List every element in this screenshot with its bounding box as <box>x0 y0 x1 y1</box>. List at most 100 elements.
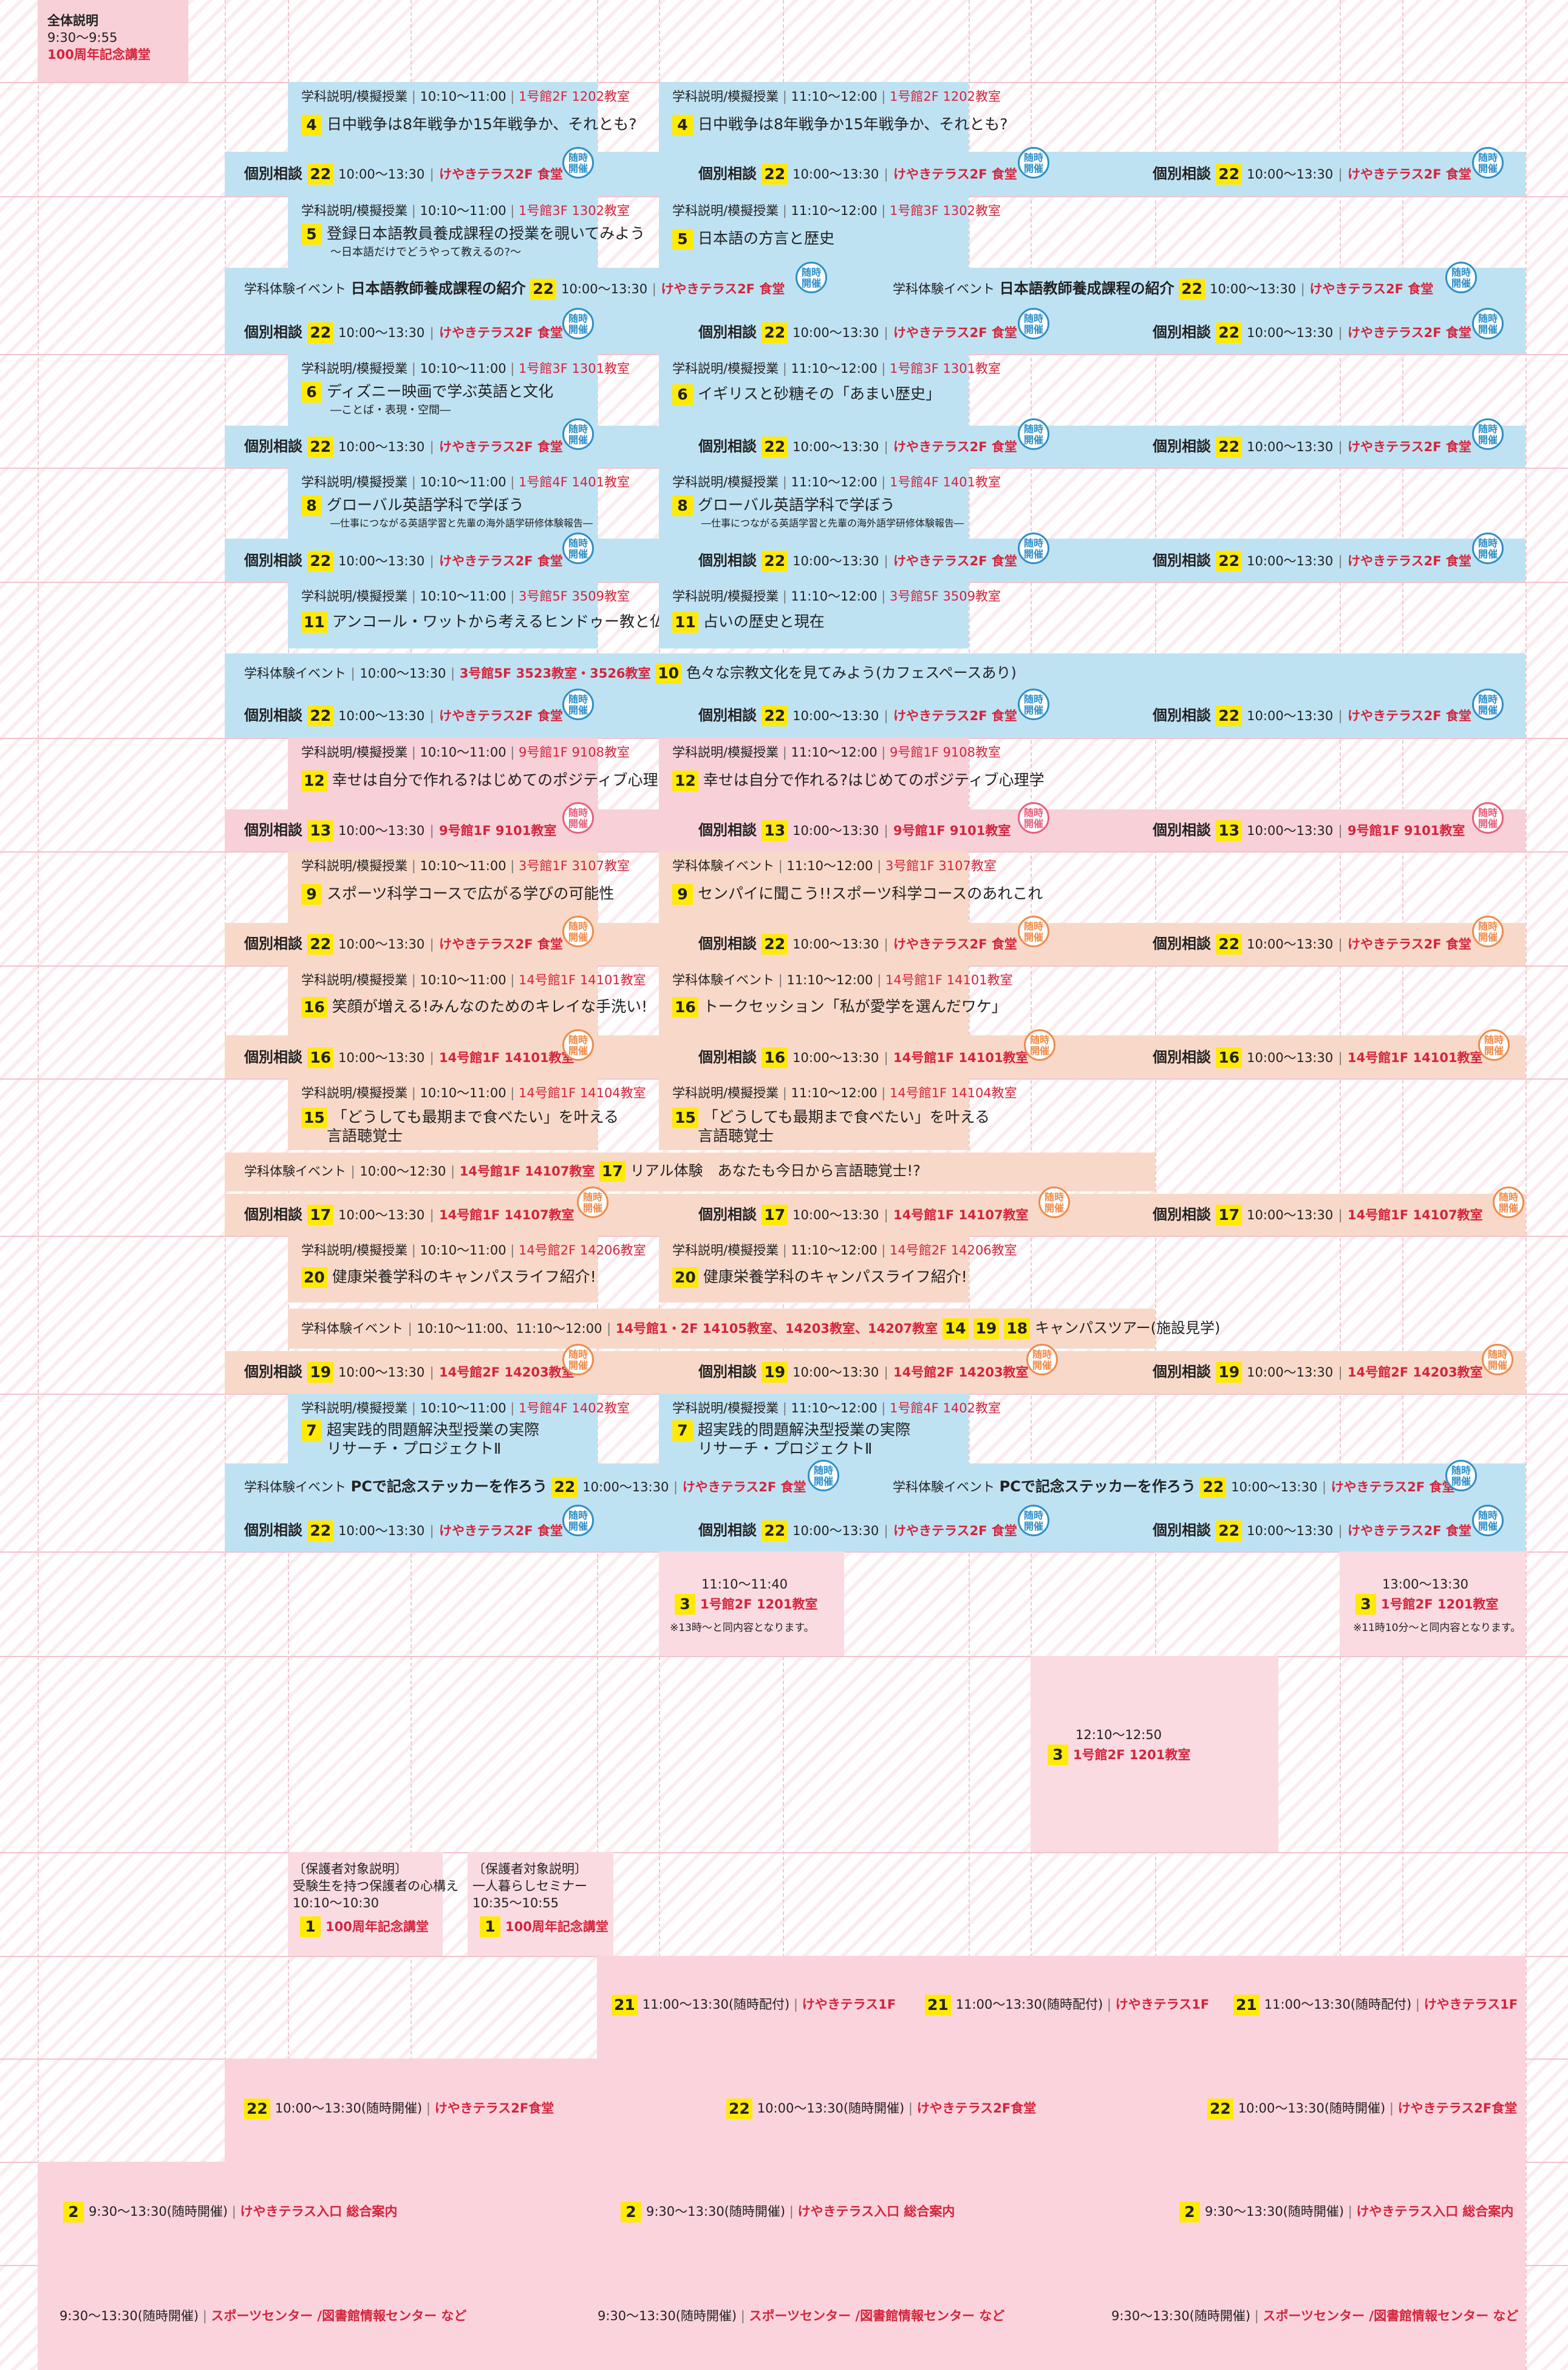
time: 11:10〜12:00 <box>791 89 878 104</box>
place: 14号館1F 14101教室 <box>885 973 1013 987</box>
r8-consult-band: 個別相談 16 10:00〜13:30 | 14号館1F 14101教室 随時 開催… <box>225 1029 1525 1078</box>
time: 11:00〜13:30(随時配付) <box>955 1997 1103 2012</box>
program-number: 22 <box>1216 164 1242 185</box>
time: 10:00〜13:30 <box>338 440 425 454</box>
consult-label: 個別相談 <box>244 1522 302 1539</box>
place: 14号館2F 14206教室 <box>890 1243 1017 1258</box>
sep: | <box>884 554 888 568</box>
sep: | <box>510 203 515 218</box>
program-number: 6 <box>301 382 322 403</box>
lecture-label: 学科説明/模擬授業 <box>672 475 779 489</box>
lecture-label: 学科説明/模擬授業 <box>301 1086 408 1100</box>
consult-label: 個別相談 <box>698 707 757 724</box>
program-number: 1 <box>480 1916 500 1937</box>
r10-lecture-2: 学科説明/模擬授業 | 11:10〜12:00 | 14号館2F 14206教室… <box>659 1236 1017 1302</box>
place: 100周年記念講堂 <box>505 1919 608 1934</box>
consult-label: 個別相談 <box>1153 1049 1211 1066</box>
time: 10:00〜13:30 <box>793 1050 879 1065</box>
zuiji-badge: 随時 開催 <box>1018 689 1049 720</box>
consult-label: 個別相談 <box>244 1049 302 1066</box>
consult-label: 個別相談 <box>1153 707 1211 724</box>
event-title: PCで記念ステッカーを作ろう <box>999 1478 1196 1495</box>
sep: | <box>350 666 355 681</box>
event-label: 学科体験イベント <box>301 1321 403 1336</box>
sep: | <box>1300 282 1305 296</box>
place: スポーツセンター /図書館情報センター など <box>1263 2309 1519 2323</box>
program-number: 3 <box>675 1594 695 1615</box>
lecture-label: 学科説明/模擬授業 <box>301 1243 408 1258</box>
sep: | <box>1348 2204 1352 2219</box>
consult-label: 個別相談 <box>1153 552 1211 569</box>
program-number: 21 <box>1233 1995 1260 2015</box>
program-number: 10 <box>655 663 681 684</box>
place: けやきテラス2F 食堂 <box>893 1524 1017 1538</box>
sep: | <box>1321 1480 1327 1494</box>
sep: | <box>426 2101 431 2116</box>
sep: | <box>1338 709 1343 723</box>
r9-event-band: 学科体験イベント | 10:00〜12:30 | 14号館1F 14107教室 … <box>225 1153 1155 1191</box>
consult-label: 個別相談 <box>244 552 302 569</box>
time: 10:10〜11:00 <box>420 589 506 604</box>
sep: | <box>652 282 656 296</box>
sep: | <box>411 1243 416 1258</box>
sep: | <box>908 2101 913 2116</box>
program-number: 14 <box>942 1318 969 1339</box>
zuiji-badge: 随時 開催 <box>1038 1187 1070 1218</box>
lecture-label: 学科説明/模擬授業 <box>672 203 779 218</box>
place: 14号館1F 14104教室 <box>519 1086 646 1100</box>
place: けやきテラス2F 食堂 <box>439 440 563 454</box>
sep: | <box>510 89 515 104</box>
zuiji-badge: 随時 開催 <box>562 916 594 947</box>
r2-lecture-2: 学科説明/模擬授業 | 11:10〜12:00 | 1号館3F 1302教室 5… <box>659 196 1001 268</box>
place: 14号館1F 14107教室 <box>893 1208 1029 1222</box>
zuiji-badge: 随時 開催 <box>1024 1029 1055 1061</box>
lecture-label: 学科説明/模擬授業 <box>672 1243 779 1258</box>
program-subtitle: ―仕事につながる英語学習と先輩の海外語学研修体験報告― <box>330 517 593 529</box>
program-number: 22 <box>244 2099 270 2119</box>
event-label: 学科体験イベント <box>672 859 774 873</box>
time: 10:10〜11:00 <box>420 475 506 489</box>
parents-label: 〔保護者対象説明〕 <box>293 1862 407 1876</box>
program-number: 8 <box>672 495 693 516</box>
sep: | <box>881 361 886 376</box>
program-title: アンコール・ワットから考えるヒンドゥー教と仏教 <box>332 613 681 630</box>
time: 10:00〜13:30 <box>1247 937 1334 952</box>
program-title: 幸せは自分で作れる?はじめてのポジティブ心理学 <box>332 771 673 789</box>
program-number: 22 <box>1216 706 1242 726</box>
consult-label: 個別相談 <box>698 165 757 182</box>
place: けやきテラス2F 食堂 <box>1348 709 1471 723</box>
zuiji-badge: 随時 開催 <box>1472 916 1504 947</box>
sep: | <box>881 1243 886 1258</box>
place: けやきテラス2F 食堂 <box>661 282 785 296</box>
sep: | <box>778 859 783 873</box>
program-number: 22 <box>762 706 788 726</box>
sep: | <box>411 89 416 104</box>
sep: | <box>429 325 434 340</box>
consult-label: 個別相談 <box>698 935 757 952</box>
place: 14号館1F 14107教室 <box>1348 1208 1483 1222</box>
event-label: 学科体験イベント <box>672 973 774 987</box>
sep: | <box>793 1997 798 2012</box>
program-title-line2: 言語聴覚士 <box>327 1127 403 1145</box>
program-title: トークセッション「私が愛学を選んだワケ」 <box>703 998 1007 1015</box>
place: 1号館3F 1301教室 <box>519 361 630 376</box>
program-number: 19 <box>762 1362 788 1383</box>
program-number: 19 <box>973 1318 1000 1339</box>
zuiji-badge: 随時 開催 <box>1472 1505 1504 1536</box>
program-number: 22 <box>726 2099 752 2119</box>
place: けやきテラス2F 食堂 <box>893 709 1017 723</box>
place: 3号館5F 3523教室・3526教室 <box>459 666 651 681</box>
zuiji-badge: 随時 開催 <box>1018 308 1049 339</box>
place: けやきテラス入口 総合案内 <box>797 2204 955 2219</box>
sep: | <box>1338 1365 1343 1380</box>
time: 10:00〜13:30 <box>1247 325 1334 340</box>
time: 10:00〜13:30 <box>338 937 425 952</box>
sep: | <box>877 859 882 873</box>
time: 11:00〜13:30(随時配付) <box>1264 1997 1412 2012</box>
sep: | <box>411 475 416 489</box>
sep: | <box>510 361 515 376</box>
sep: | <box>510 745 515 760</box>
r4-lecture-1: 学科説明/模擬授業 | 10:10〜11:00 | 1号館4F 1401教室 8… <box>288 468 630 539</box>
time: 10:00〜13:30 <box>793 325 879 340</box>
program-number: 15 <box>672 1108 698 1128</box>
